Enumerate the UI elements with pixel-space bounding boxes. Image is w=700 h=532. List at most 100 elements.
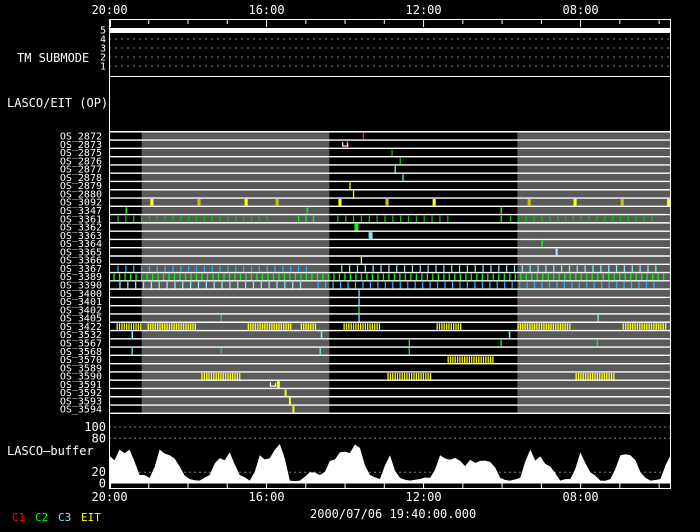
os-row-label: OS_3593 [60, 396, 102, 407]
os-row-label: OS_3594 [60, 405, 102, 416]
os-event-c2 [297, 215, 300, 223]
os-event-eit [456, 356, 459, 363]
os-event-c3 [166, 281, 168, 289]
os-event-eit [288, 397, 291, 405]
os-event-c3 [205, 281, 207, 289]
bottom-tick-label: 16:00 [248, 490, 284, 504]
os-event-c2 [613, 273, 615, 281]
os-event-c2 [283, 273, 286, 281]
os-event-eit [438, 323, 441, 330]
os-event-c3 [174, 281, 176, 289]
os-event-c3b [623, 281, 625, 289]
os-event-c3b [133, 265, 135, 272]
os-event-c2 [558, 273, 560, 281]
os-event-eit [457, 323, 460, 330]
os-event-c3 [545, 265, 547, 272]
os-event-eit [575, 372, 577, 380]
os-event-c2d [235, 215, 237, 223]
os-event-c2 [245, 273, 247, 281]
os-event-eit [264, 323, 266, 330]
os-event-eit [533, 323, 536, 330]
os-event-c3b [220, 314, 222, 322]
tm-submode-label: TM SUBMODE [17, 51, 89, 65]
os-event-c2 [487, 273, 489, 281]
os-event-eit [413, 372, 415, 380]
top-tick-label: 20:00 [91, 3, 127, 17]
os-event-c2 [498, 273, 500, 281]
os-event-c2 [124, 273, 126, 281]
os-event-c3 [135, 281, 137, 289]
os-event-c2d [588, 215, 590, 223]
os-event-c2d [619, 215, 622, 223]
os-event-c2d [525, 215, 527, 223]
os-event-eit [487, 356, 489, 363]
os-event-c2d [266, 215, 268, 223]
os-event-eit [436, 323, 438, 330]
os-event-c2 [454, 273, 456, 281]
os-event-c3 [131, 331, 134, 339]
os-event-c3 [292, 281, 294, 289]
os-event-eit2 [275, 199, 279, 206]
os-event-eit [632, 323, 634, 330]
os-event-c2 [564, 273, 566, 281]
os-event-c2 [514, 273, 516, 281]
os-event-c2 [316, 273, 319, 281]
os-row-labels: OS_2872OS_2873OS_2875OS_2876OS_2877OS_28… [60, 131, 102, 415]
os-event-c3 [197, 281, 200, 289]
os-event-eit [201, 372, 203, 380]
os-event-c2 [465, 273, 467, 281]
os-event-c2 [349, 273, 352, 281]
os-event-eit2 [620, 199, 624, 206]
os-event-eit [666, 199, 671, 206]
os-event-c3b [220, 348, 222, 355]
os-event-c2 [404, 273, 407, 281]
os-event-c3 [213, 281, 215, 289]
os-event-c3b [164, 265, 166, 272]
os-event-eit [123, 323, 125, 330]
os-event-c2d [117, 215, 119, 223]
os-event-c2 [261, 273, 264, 281]
os-event-c3 [513, 265, 516, 272]
op-panel-label: LASCO/EIT (OP) [7, 96, 108, 110]
os-event-c3 [364, 265, 366, 272]
os-event-c3 [299, 281, 302, 289]
os-event-c3b [541, 281, 543, 289]
os-event-c2 [300, 273, 302, 281]
os-event-eit [422, 372, 425, 380]
os-event-eit [648, 323, 650, 330]
os-event-eit [449, 356, 452, 363]
os-event-c3b [117, 265, 119, 272]
os-event-c3b [148, 265, 151, 272]
os-event-c2d [250, 215, 253, 223]
os-event-c2 [619, 273, 621, 281]
os-event-eit [540, 323, 543, 330]
os-event-eit [634, 323, 636, 330]
os-event-c2d [612, 215, 614, 223]
os-event-c3b [489, 281, 491, 289]
os-event-c2 [201, 273, 203, 281]
os-event-eit [591, 372, 594, 380]
os-event-eit [157, 323, 159, 330]
os-row-label: OS_3390 [60, 281, 102, 292]
os-event-c2 [360, 273, 363, 281]
os-event-c2d [384, 215, 386, 223]
tm-level-label: 5 [100, 26, 106, 37]
os-event-eit [244, 199, 248, 206]
os-event-c2 [239, 273, 242, 281]
os-event-c2d [651, 215, 653, 223]
os-event-c3 [403, 265, 406, 272]
os-event-eit [364, 323, 366, 330]
os-event-eit [455, 323, 457, 330]
os-event-c3 [142, 281, 145, 289]
os-event-c3 [419, 265, 421, 272]
os-event-c3 [229, 281, 231, 289]
os-event-eit [154, 323, 156, 330]
os-row-label: OS_3362 [60, 223, 102, 234]
os-event-eit [192, 323, 194, 330]
os-event-c3b [384, 281, 387, 289]
os-event-c3b [533, 281, 536, 289]
os-event-c3b [518, 281, 521, 289]
os-row-label: OS_3400 [60, 289, 102, 300]
os-event-eit [247, 323, 249, 330]
